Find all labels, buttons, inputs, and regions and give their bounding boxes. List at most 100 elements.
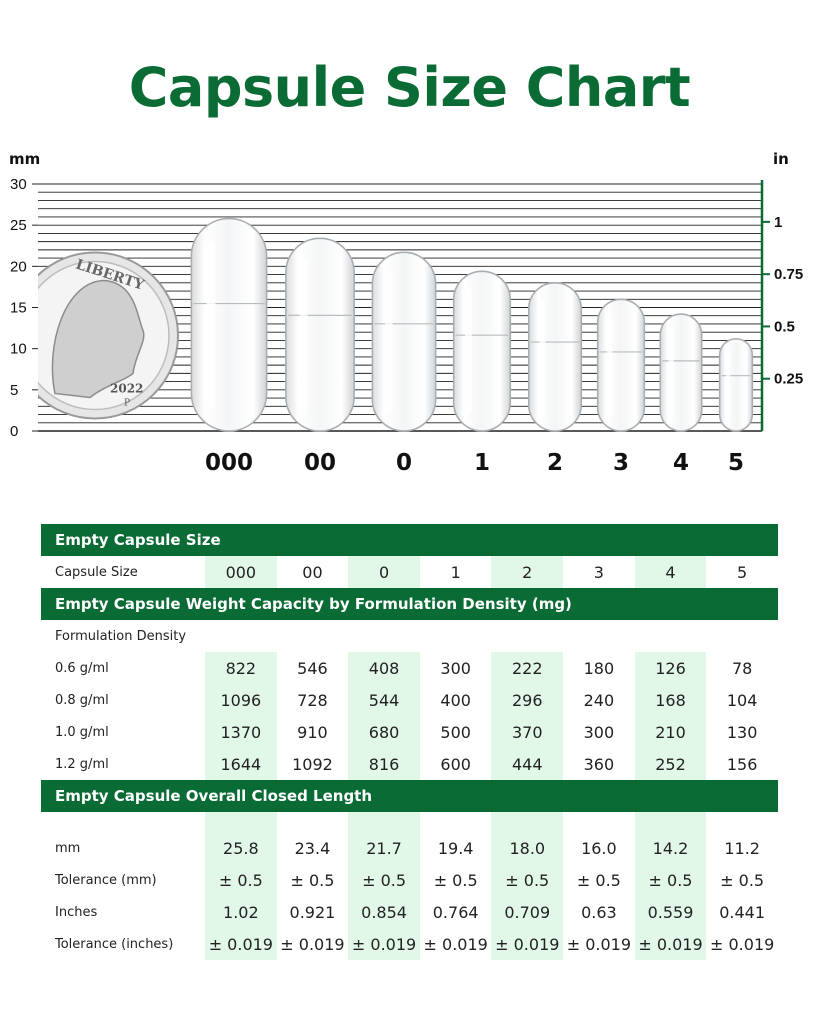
table-cell: 1 [450,562,461,582]
section-header-capsule-size-label: Empty Capsule Size [41,524,778,556]
capsule-highlight [299,258,308,411]
table-cell: 25.8 [205,832,277,864]
capsule-spec-table: Empty Capsule Size Capsule Size 000 00 0 1 2 3 4… [41,524,778,960]
table-cell: 500 [440,722,471,742]
table-cell: 2 [491,556,564,588]
table-cell: 600 [440,754,471,774]
section-header-weight-capacity: Empty Capsule Weight Capacity by Formula… [41,588,778,620]
table-cell: 370 [491,716,564,748]
section-header-weight-capacity-label: Empty Capsule Weight Capacity by Formula… [41,588,778,620]
capsule-body [659,313,703,432]
table-cell: 252 [634,748,707,780]
table-cell: 400 [440,690,471,710]
y-right-unit: in [773,150,789,168]
table-cell: 546 [297,658,328,678]
y-right-tick-label: 0.5 [774,318,795,335]
spacer-row [41,812,778,832]
page-title: Capsule Size Chart [128,56,691,119]
table-cell: ± 0.5 [433,870,478,890]
length-row: Tolerance (inches) ± 0.019 ± 0.019 ± 0.019 ±… [41,928,778,960]
capsule-highlight [206,241,216,409]
table-cell: 816 [348,748,420,780]
capsule-body [452,270,512,432]
table-cell: 23.4 [294,838,331,858]
table-cell: 126 [634,652,707,684]
row-label: Inches [55,904,98,920]
capsule-00 [285,237,355,432]
capsule-highlight [726,348,731,422]
section-header-capsule-size: Empty Capsule Size [41,524,778,556]
table-cell: ± 0.019 [280,934,345,954]
capsule-body [596,298,646,432]
row-label: 1.0 g/ml [55,724,109,740]
row-label: 0.8 g/ml [55,692,109,708]
density-row: 0.6 g/ml 822 546 408 300 222 180 126 78 [41,652,778,684]
capsule-size-label: 3 [613,450,629,476]
length-row: Tolerance (mm) ± 0.5 ± 0.5 ± 0.5 ± 0.5 ± 0.5 ±… [41,864,778,896]
table-cell: 240 [583,690,615,710]
capsule-highlight [607,313,613,418]
coin-year: 2022 [110,381,143,395]
table-cell: 78 [731,658,753,678]
table-cell: 16.0 [581,838,617,858]
y-left-tick-label: 0 [10,423,18,440]
row-label: Capsule Size [55,564,138,580]
capsule-size-label: 0 [396,450,412,476]
table-cell: 296 [491,684,564,716]
density-row: 0.8 g/ml 1096 728 544 400 296 240 168 104 [41,684,778,716]
capsule-size-chart: 051015202530mm0.250.50.751in2022PLIBERTY… [9,150,803,476]
y-left-tick-label: 10 [10,341,27,358]
capsule-2 [527,282,583,432]
capsule-size-label: 5 [728,450,744,476]
y-left-tick-label: 20 [10,258,27,275]
table-cell: 444 [491,748,564,780]
capsule-5 [718,337,754,432]
capsule-size-label: 00 [304,450,336,476]
table-cell: 19.4 [437,838,474,858]
capsule-size-label: 000 [205,450,253,476]
capsule-body [718,337,754,432]
table-cell: 000 [205,556,277,588]
capsule-4 [659,313,703,432]
y-right-tick-label: 1 [774,214,782,231]
table-cell: 210 [634,716,707,748]
table-cell: 168 [634,684,707,716]
table-cell: 0.854 [348,896,420,928]
table-cell: 0.559 [634,896,707,928]
capsule-000 [190,217,268,432]
table-cell: 4 [634,556,707,588]
table-cell: ± 0.019 [205,928,277,960]
capsule-size-label: 1 [474,450,490,476]
table-cell: 130 [726,722,758,742]
capsule-highlight [385,271,393,413]
table-cell: ± 0.5 [576,870,621,890]
table-cell: 680 [348,716,420,748]
table-cell: 14.2 [634,832,707,864]
table-cell: 300 [440,658,471,678]
density-row: 1.2 g/ml 1644 1092 816 600 444 360 252 156 [41,748,778,780]
table-cell: 910 [297,722,328,742]
table-cell: 544 [348,684,420,716]
capsule-body [285,237,355,432]
table-cell: 1644 [205,748,277,780]
y-right-tick-label: 0.75 [774,266,803,283]
table-cell: 0.921 [289,902,336,922]
capsule-size-label: 2 [547,450,563,476]
length-row: mm 25.8 23.4 21.7 19.4 18.0 16.0 14.2 11.2 [41,832,778,864]
capsule-size-label: 4 [673,450,689,476]
capsule-body [190,217,268,432]
length-row: Inches 1.02 0.921 0.854 0.764 0.709 0.63 0.559 0… [41,896,778,928]
formulation-density-label: Formulation Density [55,628,187,644]
capsule-1 [452,270,512,432]
table-cell: 1.02 [205,896,277,928]
table-cell: 18.0 [491,832,564,864]
table-cell: ± 0.5 [205,864,277,896]
capsule-size-row: Capsule Size 000 00 0 1 2 3 4 5 [41,556,778,588]
table-cell: 180 [583,658,615,678]
table-cell: ± 0.5 [634,864,707,896]
table-cell: 0.764 [432,902,479,922]
y-right-tick-label: 0.25 [774,371,803,388]
table-cell: 11.2 [724,838,760,858]
table-cell: 3 [593,562,604,582]
